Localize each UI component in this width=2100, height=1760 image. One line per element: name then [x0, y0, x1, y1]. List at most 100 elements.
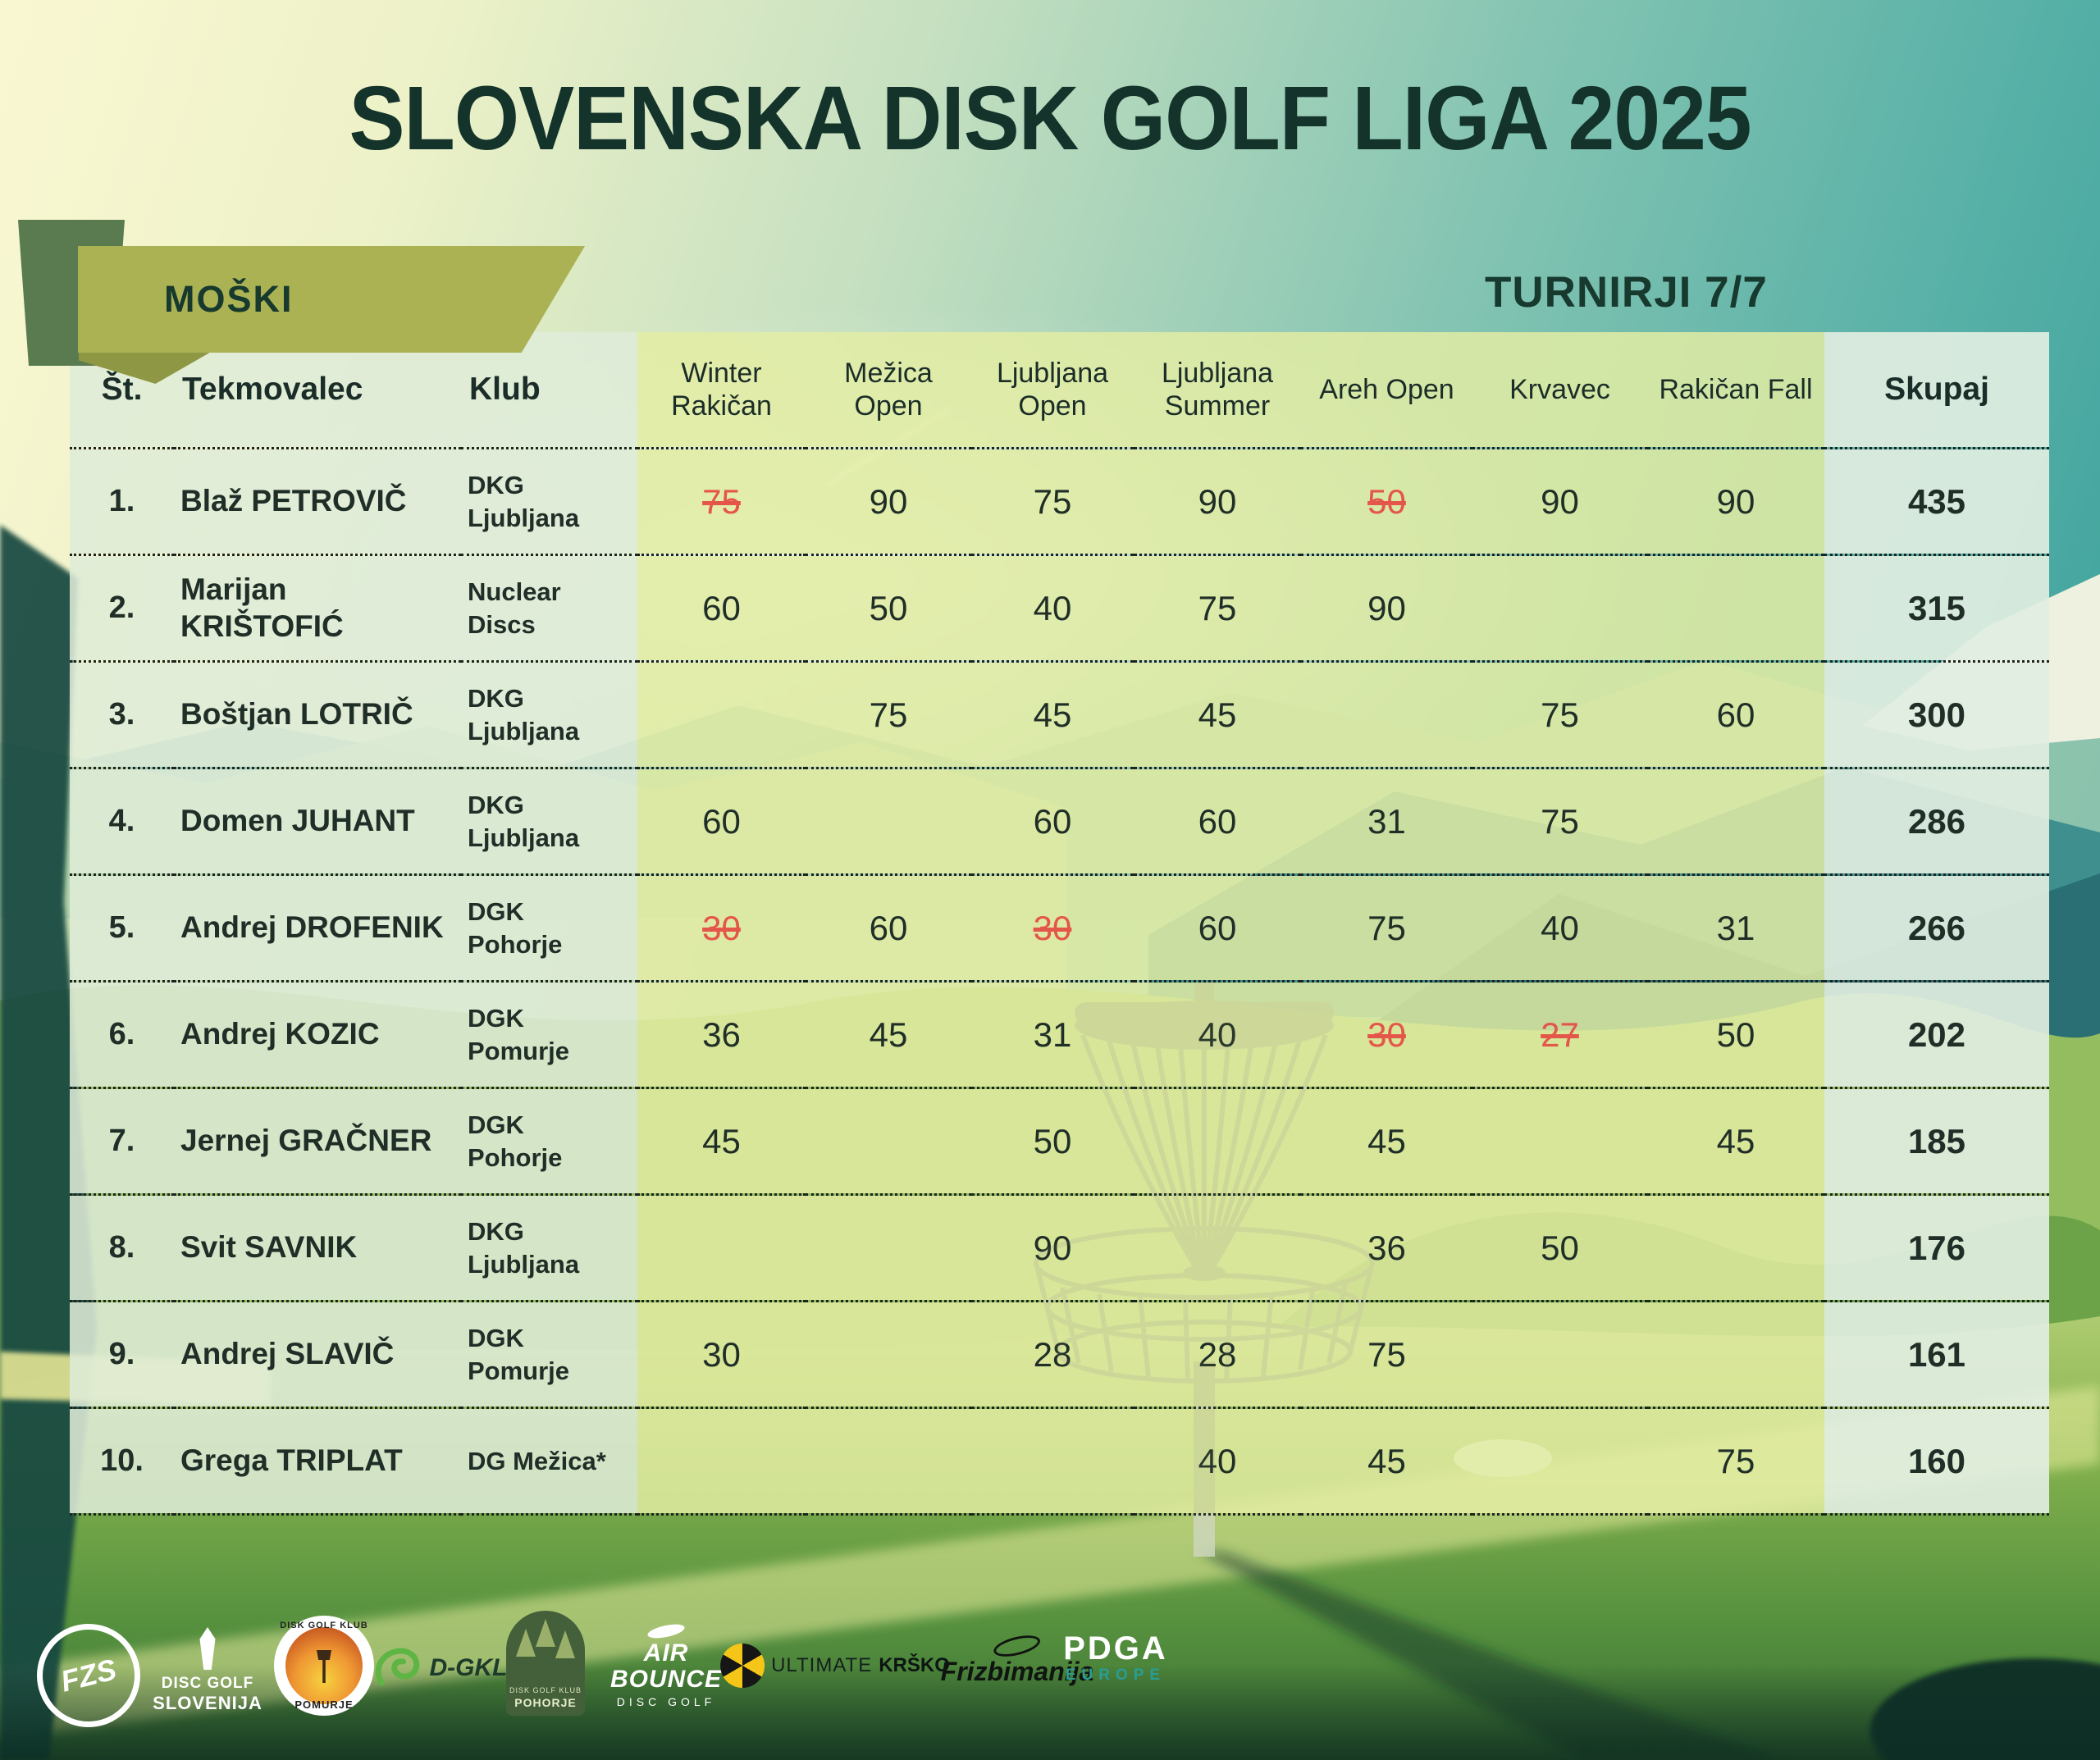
- score-cell: 27: [1472, 980, 1647, 1088]
- score-cell: 90: [806, 447, 971, 555]
- score-cell: 45: [971, 660, 1134, 768]
- total-cell: 300: [1824, 660, 2049, 768]
- club-name: DKG Ljubljana: [461, 767, 637, 875]
- score-cell: [1647, 554, 1824, 662]
- player-name: Andrej SLAVIČ: [174, 1300, 461, 1408]
- rank-cell: 10.: [70, 1407, 174, 1516]
- score-cell: 60: [1647, 660, 1824, 768]
- rank-cell: 4.: [70, 767, 174, 875]
- score-cell: 60: [1134, 767, 1301, 875]
- score-cell: [1472, 1087, 1647, 1195]
- table-row: 5. Andrej DROFENIK DGK Pohorje 30 60 30 60 75 40…: [70, 873, 2049, 982]
- player-name: Marijan KRIŠTOFIĆ: [174, 554, 461, 662]
- table-row: 4. Domen JUHANT DKG Ljubljana 60 60 60 31 75 286: [70, 767, 2049, 875]
- score-cell: [806, 1193, 971, 1302]
- score-cell: 28: [971, 1300, 1134, 1408]
- club-name: DGK Pomurje: [461, 1300, 637, 1408]
- score-cell: [806, 1087, 971, 1195]
- table-row: 3. Boštjan LOTRIČ DKG Ljubljana 75 45 45 75 60 3…: [70, 660, 2049, 768]
- category-label: MOŠKI: [164, 278, 294, 320]
- player-name: Andrej DROFENIK: [174, 873, 461, 982]
- disc-golf-slovenija-logo: DISC GOLF SLOVENIJA: [153, 1627, 262, 1714]
- score-cell: 60: [806, 873, 971, 982]
- fzs-logo: FZS: [37, 1624, 140, 1727]
- score-cell: [1647, 1300, 1824, 1408]
- total-cell: 435: [1824, 447, 2049, 555]
- score-cell: 60: [971, 767, 1134, 875]
- club-name: Nuclear Discs: [461, 554, 637, 662]
- score-cell: 40: [1134, 1407, 1301, 1516]
- rank-cell: 3.: [70, 660, 174, 768]
- table-row: 7. Jernej GRAČNER DGK Pohorje 45 50 45 45 185: [70, 1087, 2049, 1195]
- score-cell: 90: [971, 1193, 1134, 1302]
- player-name: Andrej KOZIC: [174, 980, 461, 1088]
- score-cell: 45: [1647, 1087, 1824, 1195]
- score-cell: 75: [806, 660, 971, 768]
- score-cell: 45: [806, 980, 971, 1088]
- score-cell: [637, 1407, 806, 1516]
- player-name: Blaž PETROVIČ: [174, 447, 461, 555]
- score-cell: 40: [1134, 980, 1301, 1088]
- score-cell: [637, 660, 806, 768]
- score-cell: 36: [1301, 1193, 1472, 1302]
- score-cell: 45: [1301, 1087, 1472, 1195]
- score-cell: [1647, 767, 1824, 875]
- score-cell: 30: [1301, 980, 1472, 1088]
- score-cell: [1134, 1193, 1301, 1302]
- score-cell: 31: [971, 980, 1134, 1088]
- table-row: 1. Blaž PETROVIČ DKG Ljubljana 75 90 75 90 50 90…: [70, 447, 2049, 555]
- score-cell: 60: [1134, 873, 1301, 982]
- total-cell: 286: [1824, 767, 2049, 875]
- score-cell: 40: [971, 554, 1134, 662]
- table-row: 6. Andrej KOZIC DGK Pomurje 36 45 31 40 30 27 50 2…: [70, 980, 2049, 1088]
- table-row: 2. Marijan KRIŠTOFIĆ Nuclear Discs 60 50 40 75…: [70, 554, 2049, 662]
- column-header: Ljubljana Open: [996, 357, 1109, 422]
- total-cell: 176: [1824, 1193, 2049, 1302]
- total-cell: 161: [1824, 1300, 2049, 1408]
- total-cell: 185: [1824, 1087, 2049, 1195]
- score-cell: 90: [1301, 554, 1472, 662]
- score-cell: 50: [1301, 447, 1472, 555]
- dgkl-logo: D-GKL: [372, 1642, 507, 1694]
- score-cell: 50: [1647, 980, 1824, 1088]
- dgk-pohorje-logo: DISK GOLF KLUB POHORJE: [506, 1611, 585, 1716]
- total-cell: 266: [1824, 873, 2049, 982]
- column-header: Ljubljana Summer: [1161, 357, 1274, 422]
- score-cell: 75: [1301, 1300, 1472, 1408]
- score-cell: 31: [1301, 767, 1472, 875]
- ultimate-krsko-logo: ULTIMATE KRŠKO: [720, 1644, 950, 1688]
- total-cell: 315: [1824, 554, 2049, 662]
- dgk-pomurje-logo: DISK GOLF KLUB POMURJE: [274, 1616, 374, 1716]
- category-banner: MOŠKI: [78, 246, 585, 353]
- score-cell: 75: [971, 447, 1134, 555]
- score-cell: [971, 1407, 1134, 1516]
- score-cell: [1134, 1087, 1301, 1195]
- rank-cell: 1.: [70, 447, 174, 555]
- table-row: 9. Andrej SLAVIČ DGK Pomurje 30 28 28 75 161: [70, 1300, 2049, 1408]
- standings-table: Št. Tekmovalec Klub Winter Rakičan Mežica Op…: [70, 332, 2049, 1516]
- club-name: DGK Pohorje: [461, 873, 637, 982]
- score-cell: 75: [1472, 767, 1647, 875]
- score-cell: [1301, 660, 1472, 768]
- club-name: DGK Pohorje: [461, 1087, 637, 1195]
- score-cell: [1472, 1300, 1647, 1408]
- score-cell: 75: [1647, 1407, 1824, 1516]
- score-cell: 28: [1134, 1300, 1301, 1408]
- club-name: DKG Ljubljana: [461, 447, 637, 555]
- club-name: DG Mežica*: [461, 1407, 637, 1516]
- total-cell: 160: [1824, 1407, 2049, 1516]
- column-header: Tekmovalec: [182, 371, 363, 407]
- score-cell: [1472, 1407, 1647, 1516]
- air-bounce-logo: AIR BOUNCE DISC GOLF: [610, 1621, 722, 1708]
- score-cell: 36: [637, 980, 806, 1088]
- club-name: DKG Ljubljana: [461, 660, 637, 768]
- player-name: Grega TRIPLAT: [174, 1407, 461, 1516]
- score-cell: 90: [1134, 447, 1301, 555]
- rank-cell: 2.: [70, 554, 174, 662]
- player-name: Boštjan LOTRIČ: [174, 660, 461, 768]
- frizbimanija-logo: Frizbimanija: [941, 1631, 1093, 1687]
- score-cell: 40: [1472, 873, 1647, 982]
- rank-cell: 7.: [70, 1087, 174, 1195]
- score-cell: [1472, 554, 1647, 662]
